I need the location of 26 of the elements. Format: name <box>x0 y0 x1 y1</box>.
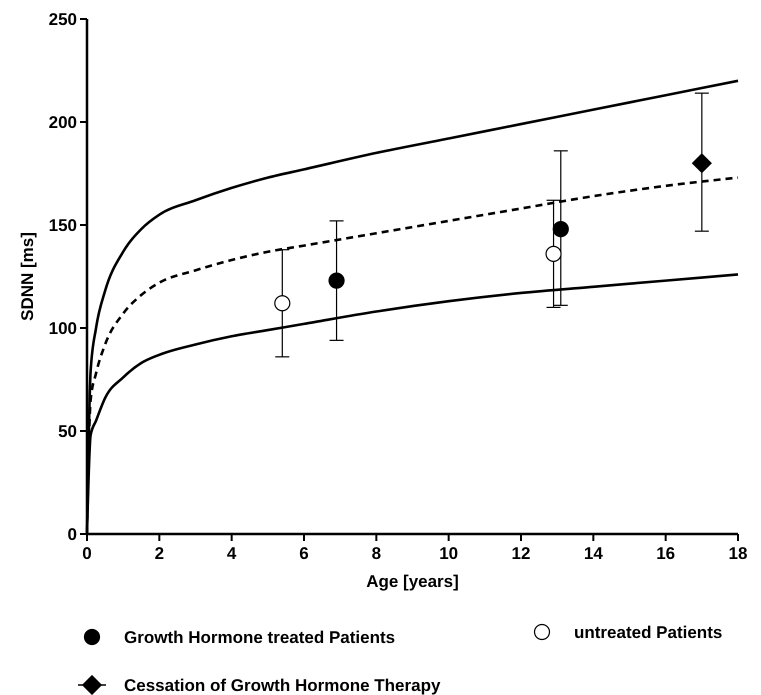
y-tick-label: 100 <box>48 319 77 338</box>
x-tick-label: 4 <box>226 544 237 563</box>
x-tick-label: 16 <box>656 544 676 563</box>
point <box>552 221 569 238</box>
x-tick-label: 12 <box>512 544 530 563</box>
legend-label: Growth Hormone treated Patients <box>124 628 396 647</box>
x-tick-label: 6 <box>299 544 309 563</box>
x-axis-title: Age [years] <box>366 572 459 591</box>
point <box>328 272 345 289</box>
x-tick-label: 0 <box>82 544 92 563</box>
point <box>545 246 562 262</box>
legend-label: Cessation of Growth Hormone Therapy <box>124 676 441 695</box>
x-tick-label: 18 <box>728 544 748 563</box>
y-tick-label: 200 <box>48 113 77 132</box>
y-tick-label: 0 <box>68 525 77 544</box>
y-axis-title: SDNN [ms] <box>18 232 37 321</box>
x-tick-label: 2 <box>154 544 164 563</box>
point <box>274 295 290 312</box>
y-tick-label: 50 <box>58 422 77 441</box>
x-tick-label: 8 <box>372 544 382 563</box>
point <box>692 153 712 174</box>
y-tick-label: 150 <box>48 216 77 235</box>
x-tick-label: 14 <box>584 544 604 563</box>
legend-label: untreated Patients <box>574 623 722 642</box>
x-tick-label: 10 <box>439 544 458 563</box>
y-tick-label: 250 <box>48 10 77 29</box>
